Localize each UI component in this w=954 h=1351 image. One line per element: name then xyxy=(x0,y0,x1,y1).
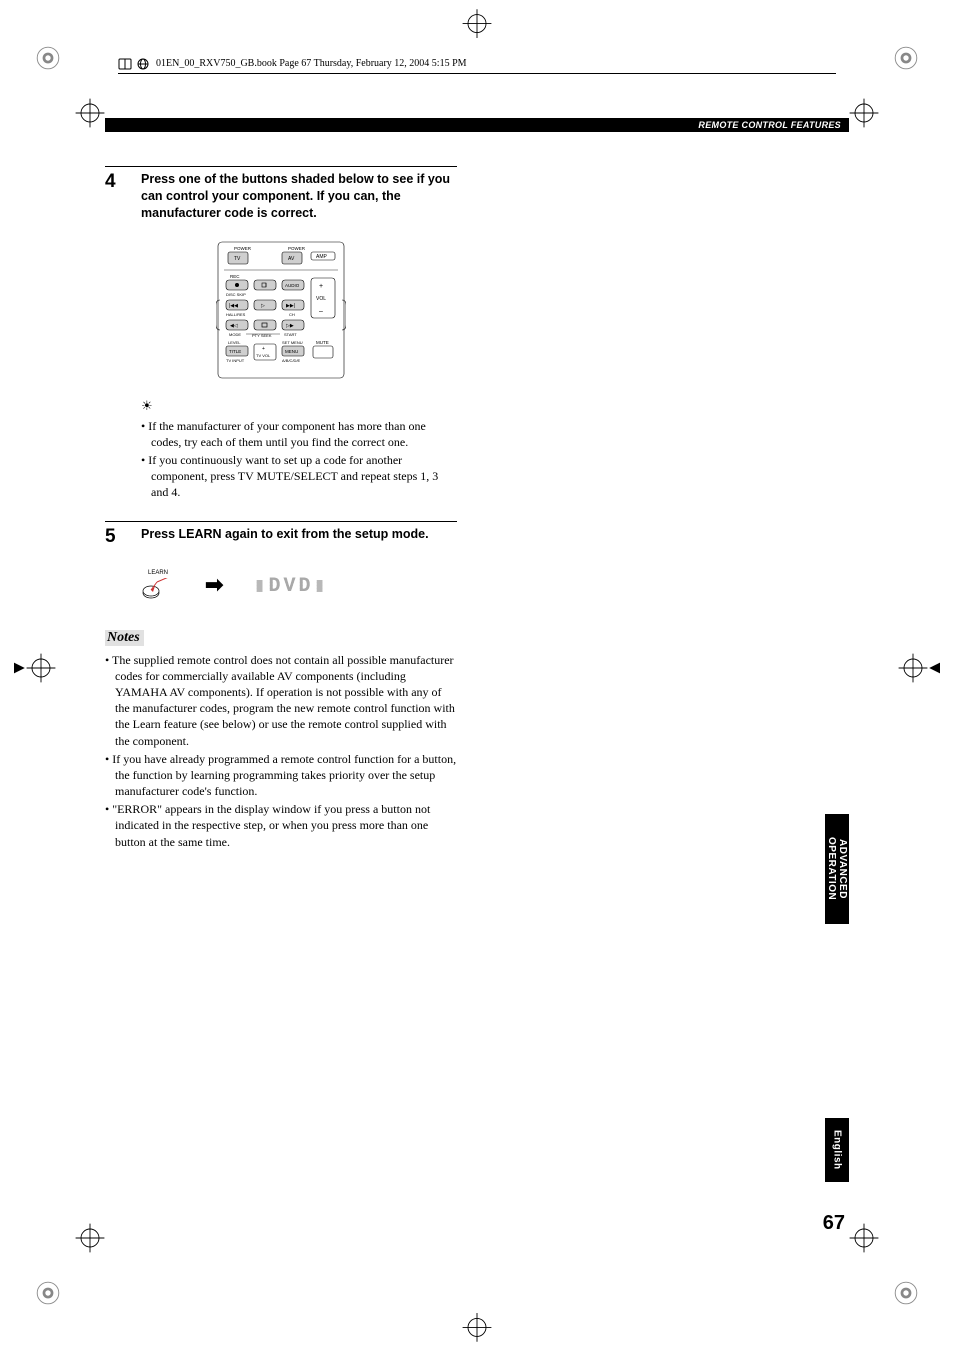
learn-figure: LEARN ➡ ▮DVD▮ xyxy=(141,570,457,600)
svg-text:POWER: POWER xyxy=(234,246,252,251)
svg-text:◀◁: ◀◁ xyxy=(230,323,238,329)
svg-text:TV VOL: TV VOL xyxy=(256,353,271,358)
tip-icon: ☀ xyxy=(141,398,457,414)
tip-item: If you continuously want to set up a cod… xyxy=(141,452,457,501)
svg-text:TV: TV xyxy=(234,256,241,262)
left-column: 4 Press one of the buttons shaded below … xyxy=(105,166,457,850)
svg-text:▷▶: ▷▶ xyxy=(286,323,294,329)
svg-text:SET MENU: SET MENU xyxy=(282,340,303,345)
side-tab-advanced: ADVANCEDOPERATION xyxy=(825,814,849,924)
header-icons xyxy=(118,57,150,71)
svg-text:+: + xyxy=(262,346,265,352)
svg-text:▶▶|: ▶▶| xyxy=(286,303,295,309)
remote-control-figure: POWER TV POWER AV AMP REC AUDIO DISC SKI… xyxy=(105,240,457,380)
reg-mark-icon xyxy=(30,1275,66,1311)
section-header-bar: REMOTE CONTROL FEATURES xyxy=(105,118,849,132)
svg-text:CH: CH xyxy=(289,312,295,317)
book-icon xyxy=(118,57,132,71)
page-number: 67 xyxy=(823,1212,845,1235)
svg-text:PTY SEEK: PTY SEEK xyxy=(252,333,272,338)
reg-mark-icon xyxy=(888,1275,924,1311)
svg-text:AUDIO: AUDIO xyxy=(285,283,300,288)
step-number: 5 xyxy=(105,526,125,548)
crop-mark-icon xyxy=(892,650,952,686)
step-text: Press LEARN again to exit from the setup… xyxy=(141,526,429,543)
step-4: 4 Press one of the buttons shaded below … xyxy=(105,166,457,222)
svg-text:MUTE: MUTE xyxy=(316,340,329,345)
svg-text:|◀◀: |◀◀ xyxy=(229,303,238,309)
step-number: 4 xyxy=(105,171,125,193)
svg-text:START: START xyxy=(284,332,297,337)
tab-label: ADVANCEDOPERATION xyxy=(826,837,848,900)
tab-label: English xyxy=(832,1130,843,1170)
crop-mark-icon xyxy=(447,2,507,38)
learn-label: LEARN xyxy=(148,570,168,576)
crop-mark-icon xyxy=(447,1313,507,1349)
note-item: The supplied remote control does not con… xyxy=(105,652,457,749)
svg-text:+: + xyxy=(319,283,323,290)
svg-text:HALL/RES: HALL/RES xyxy=(226,312,246,317)
file-header: 01EN_00_RXV750_GB.book Page 67 Thursday,… xyxy=(118,54,836,74)
remote-control-diagram: POWER TV POWER AV AMP REC AUDIO DISC SKI… xyxy=(216,240,346,380)
svg-text:POWER: POWER xyxy=(288,246,306,251)
svg-text:LEVEL: LEVEL xyxy=(228,340,241,345)
svg-text:▷: ▷ xyxy=(261,303,265,309)
svg-text:MENU: MENU xyxy=(285,349,298,354)
page-body: REMOTE CONTROL FEATURES 4 Press one of t… xyxy=(105,118,849,1241)
display-output: ▮DVD▮ xyxy=(253,572,328,598)
step-5: 5 Press LEARN again to exit from the set… xyxy=(105,521,457,548)
svg-text:–: – xyxy=(319,308,323,315)
arrow-icon: ➡ xyxy=(205,572,223,598)
reg-mark-icon xyxy=(888,40,924,76)
step-text: Press one of the buttons shaded below to… xyxy=(141,171,457,222)
side-tab-english: English xyxy=(825,1118,849,1182)
note-item: "ERROR" appears in the display window if… xyxy=(105,801,457,850)
crop-mark-icon xyxy=(2,650,62,686)
tip-item: If the manufacturer of your component ha… xyxy=(141,418,457,450)
svg-text:A/B/C/D/E: A/B/C/D/E xyxy=(282,358,301,363)
svg-text:DISC SKIP: DISC SKIP xyxy=(226,292,246,297)
svg-text:REC: REC xyxy=(230,274,240,279)
notes-title: Notes xyxy=(105,630,144,646)
learn-button-figure: LEARN xyxy=(141,570,175,600)
svg-text:TV INPUT: TV INPUT xyxy=(226,358,245,363)
note-item: If you have already programmed a remote … xyxy=(105,751,457,800)
press-icon xyxy=(141,578,175,600)
svg-text:AV: AV xyxy=(288,256,295,262)
file-info-text: 01EN_00_RXV750_GB.book Page 67 Thursday,… xyxy=(156,58,467,69)
svg-text:AMP: AMP xyxy=(316,254,328,260)
tips-list: If the manufacturer of your component ha… xyxy=(141,418,457,501)
svg-text:VOL: VOL xyxy=(316,296,326,302)
reg-mark-icon xyxy=(30,40,66,76)
section-header-text: REMOTE CONTROL FEATURES xyxy=(698,120,841,130)
svg-text:MODE: MODE xyxy=(229,332,241,337)
notes-section: Notes The supplied remote control does n… xyxy=(105,628,457,850)
globe-icon xyxy=(136,57,150,71)
svg-text:TITLE: TITLE xyxy=(229,349,241,354)
notes-list: The supplied remote control does not con… xyxy=(105,652,457,850)
